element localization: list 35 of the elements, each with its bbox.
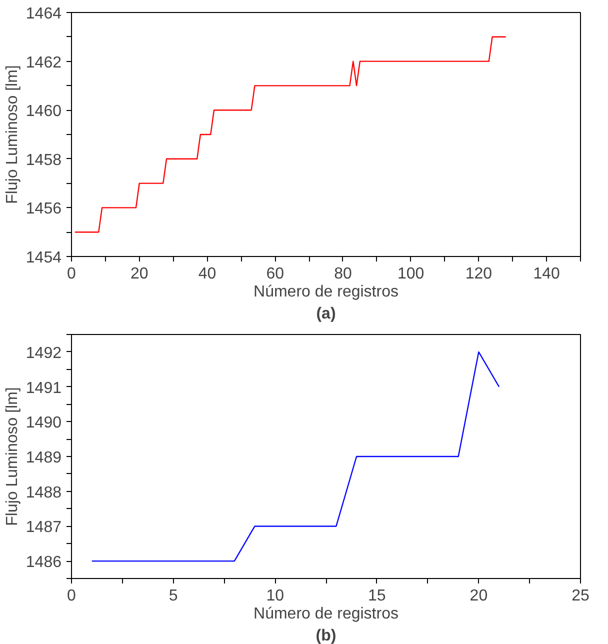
x-tick-label: 5 [168,588,178,604]
y-tick-label: 1491 [26,380,62,397]
x-tick-label: 0 [67,266,76,282]
x-tick-label: 0 [67,588,76,604]
y-tick-label: 1486 [26,554,62,572]
x-tick-label: 60 [266,266,284,282]
x-tick-label: 120 [465,266,492,282]
y-tick-label: 1490 [26,414,62,432]
x-axis-title: Número de registros [254,606,398,622]
y-axis-title: Flujo Luminoso [lm] [4,65,21,204]
x-axis-title: Número de registros [254,284,398,300]
y-tick-label: 1487 [26,519,62,536]
x-tick-label: 20 [130,266,148,282]
x-tick-label: 25 [572,588,590,604]
y-tick-label: 1464 [26,6,62,22]
x-tick-label: 80 [334,266,352,282]
y-tick-label: 1462 [26,54,62,72]
x-tick-label: 15 [368,588,386,604]
y-tick-label: 1489 [26,450,62,466]
y-tick-label: 1454 [26,250,62,266]
text: (a) [316,306,336,322]
y-tick-label: 1458 [26,152,62,169]
y-tick-label: 1456 [26,200,62,218]
line-series [74,36,506,233]
x-tick-label: 20 [470,588,488,604]
x-tick-label: 10 [266,588,284,604]
y-tick-label: 1460 [26,103,62,120]
x-tick-label: 140 [533,266,560,282]
y-tick-label: 1488 [26,484,62,502]
text: (b) [316,628,336,644]
y-tick-label: 1492 [26,344,62,362]
line-series [91,351,500,562]
x-tick-label: 40 [198,266,216,282]
x-tick-label: 100 [397,266,424,282]
y-axis-title: Flujo Luminoso [lm] [4,387,21,526]
